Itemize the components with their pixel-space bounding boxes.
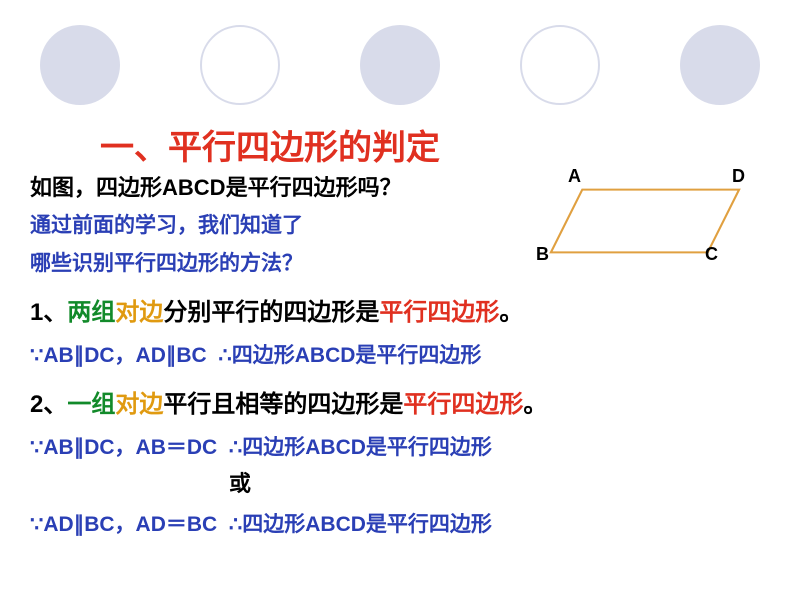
dot: [680, 25, 760, 105]
rule-part: 两组: [67, 299, 115, 326]
text-abcd: ABCD: [162, 175, 226, 200]
conclusion: 是平行四边形: [355, 344, 481, 367]
slide-title: 一、平行四边形的判定: [100, 120, 440, 169]
therefore-symbol: ∴: [218, 344, 231, 367]
proof-2a: ∵AB∥DC，AB＝DC ∴四边形ABCD是平行四边形: [30, 431, 770, 465]
text: 是平行四边形吗？: [226, 175, 402, 200]
because-symbol: ∵: [30, 513, 43, 536]
dot: [40, 25, 120, 105]
because-symbol: ∵: [30, 436, 43, 459]
because-symbol: ∵: [30, 344, 43, 367]
rule-part: 平行四边形: [379, 299, 499, 326]
conclusion: 四边形: [232, 344, 295, 367]
question-2-line2: 哪些识别平行四边形的方法？: [30, 247, 770, 281]
rule-part: 分别平行的四边形是: [163, 299, 379, 326]
proof-2b: ∵AD∥BC，AD＝BC ∴四边形ABCD是平行四边形: [30, 508, 770, 542]
conclusion: 四边形: [242, 436, 305, 459]
rule-part: 。: [523, 391, 547, 418]
conclusion: 四边形: [242, 513, 305, 536]
rule-num: 2、: [30, 391, 67, 418]
question-2-line1: 通过前面的学习，我们知道了: [30, 209, 770, 243]
rule-part: 平行且相等的四边形是: [163, 391, 403, 418]
rule-num: 1、: [30, 299, 67, 326]
decorative-dots: [0, 20, 800, 110]
dot: [360, 25, 440, 105]
therefore-symbol: ∴: [229, 513, 242, 536]
premise: AD∥BC，AD＝BC: [43, 513, 217, 536]
or-label: 或: [190, 466, 290, 501]
rule-part: 平行四边形: [403, 391, 523, 418]
rule-2: 2、一组对边平行且相等的四边形是平行四边形。: [30, 386, 770, 424]
premise: AB∥DC，AB＝DC: [43, 436, 217, 459]
conclusion: 是平行四边形: [366, 436, 492, 459]
rule-part: 。: [499, 299, 523, 326]
conclusion: 是平行四边形: [366, 513, 492, 536]
rule-part: 对边: [115, 391, 163, 418]
conclusion-abcd: ABCD: [305, 513, 366, 536]
therefore-symbol: ∴: [229, 436, 242, 459]
dot: [200, 25, 280, 105]
conclusion-abcd: ABCD: [295, 344, 356, 367]
conclusion-abcd: ABCD: [305, 436, 366, 459]
dot: [520, 25, 600, 105]
rule-part: 一组: [67, 391, 115, 418]
slide-body: 如图，四边形ABCD是平行四边形吗？ 通过前面的学习，我们知道了 哪些识别平行四…: [30, 170, 770, 541]
question-1: 如图，四边形ABCD是平行四边形吗？: [30, 170, 770, 205]
rule-1: 1、两组对边分别平行的四边形是平行四边形。: [30, 294, 770, 332]
proof-1: ∵AB∥DC，AD∥BC ∴四边形ABCD是平行四边形: [30, 339, 770, 373]
premise: AB∥DC，AD∥BC: [43, 344, 206, 367]
text: 如图，四边形: [30, 175, 162, 200]
rule-part: 对边: [115, 299, 163, 326]
